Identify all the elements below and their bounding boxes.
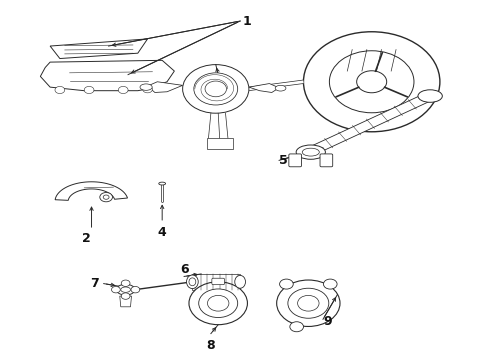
- Polygon shape: [120, 296, 131, 307]
- Circle shape: [329, 51, 414, 113]
- Ellipse shape: [159, 182, 166, 185]
- Ellipse shape: [296, 145, 325, 159]
- Text: 3: 3: [215, 91, 223, 104]
- Circle shape: [55, 86, 65, 94]
- Circle shape: [100, 193, 113, 202]
- Circle shape: [303, 32, 440, 132]
- Circle shape: [121, 293, 130, 299]
- Ellipse shape: [121, 287, 130, 292]
- FancyBboxPatch shape: [212, 278, 224, 285]
- Polygon shape: [50, 39, 147, 59]
- Circle shape: [199, 289, 238, 318]
- Circle shape: [288, 288, 329, 318]
- Polygon shape: [308, 93, 433, 155]
- Polygon shape: [249, 84, 279, 93]
- FancyBboxPatch shape: [289, 154, 301, 167]
- Polygon shape: [193, 274, 240, 290]
- Circle shape: [290, 322, 303, 332]
- Text: 7: 7: [90, 277, 99, 290]
- Circle shape: [207, 296, 229, 311]
- Text: 1: 1: [243, 14, 251, 27]
- FancyBboxPatch shape: [320, 154, 333, 167]
- Circle shape: [357, 71, 387, 93]
- Text: 9: 9: [323, 315, 332, 328]
- Circle shape: [183, 64, 249, 113]
- Circle shape: [280, 279, 293, 289]
- Text: 2: 2: [82, 232, 91, 245]
- Ellipse shape: [235, 275, 245, 288]
- Polygon shape: [55, 182, 127, 201]
- Ellipse shape: [302, 148, 319, 156]
- Circle shape: [118, 86, 128, 94]
- Circle shape: [143, 86, 152, 93]
- Circle shape: [112, 287, 120, 293]
- Ellipse shape: [275, 85, 286, 91]
- Text: 5: 5: [279, 154, 288, 167]
- Circle shape: [84, 86, 94, 94]
- Circle shape: [131, 287, 140, 293]
- Circle shape: [297, 296, 319, 311]
- Circle shape: [189, 282, 247, 325]
- Ellipse shape: [189, 278, 196, 286]
- Ellipse shape: [140, 84, 152, 90]
- Circle shape: [323, 279, 337, 289]
- Circle shape: [277, 280, 340, 327]
- Text: 4: 4: [158, 226, 167, 239]
- Polygon shape: [147, 82, 183, 93]
- Ellipse shape: [187, 275, 198, 289]
- Polygon shape: [207, 138, 233, 149]
- Polygon shape: [40, 60, 174, 91]
- Ellipse shape: [116, 284, 135, 295]
- Text: 8: 8: [207, 339, 215, 352]
- Text: 6: 6: [180, 264, 189, 276]
- Circle shape: [194, 73, 238, 105]
- Circle shape: [121, 280, 130, 287]
- Circle shape: [205, 81, 226, 97]
- Ellipse shape: [418, 90, 442, 102]
- Circle shape: [103, 195, 109, 199]
